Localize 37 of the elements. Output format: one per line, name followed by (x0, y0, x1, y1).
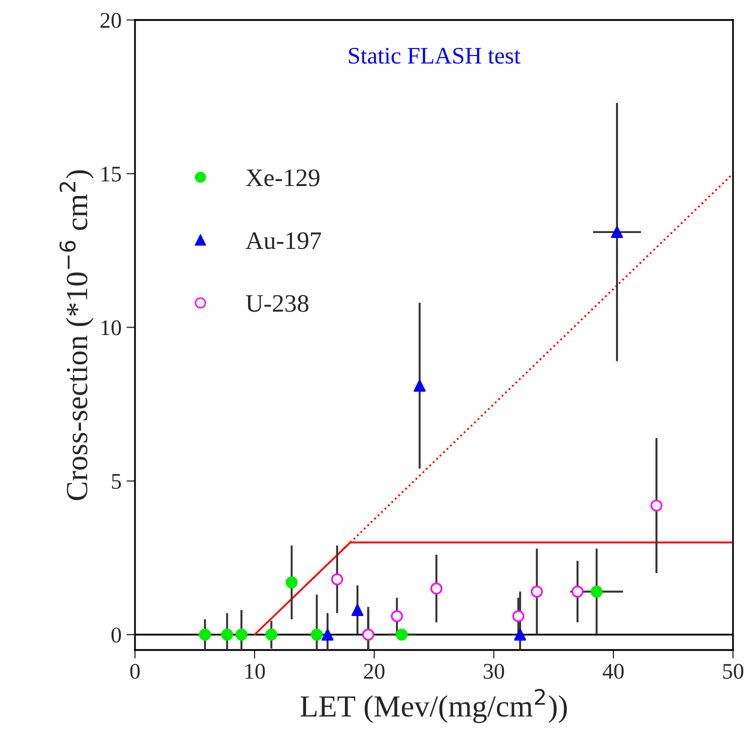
point (286, 576, 298, 588)
point (530, 586, 543, 598)
y-axis-title: Cross-section (*10$^{−6}$ cm$^{2}$) (60, 170, 94, 500)
y-tick-label: 10 (102, 320, 121, 336)
point (396, 628, 408, 641)
y-tick-label: 5 (112, 474, 121, 489)
point (590, 586, 603, 598)
point (572, 586, 584, 598)
point (512, 610, 524, 622)
x-tick-label: 50 (723, 664, 744, 679)
point (650, 500, 662, 512)
x-tick-label: 0 (130, 664, 140, 679)
point (514, 628, 526, 641)
point (310, 628, 323, 641)
x-tick-label: 10 (245, 664, 265, 679)
x-tick-label: 30 (484, 664, 504, 679)
x-axis-title: LET (Mev/(mg/cm$^{2}$)) (300, 688, 567, 724)
point (390, 610, 403, 622)
point (221, 628, 234, 641)
point (331, 573, 344, 586)
point (351, 604, 364, 616)
y-tick-label: 20 (100, 12, 121, 28)
x-tick-label: 40 (602, 664, 624, 679)
legend-label: Au-197 (246, 232, 322, 250)
point (235, 628, 248, 641)
point (322, 628, 334, 641)
y-tick-label: 15 (102, 166, 121, 182)
point (430, 582, 442, 595)
point (611, 226, 623, 238)
legend-label: Xe-129 (246, 169, 320, 186)
point (198, 628, 211, 641)
point (265, 628, 278, 641)
y-tick-label: 0 (112, 628, 121, 643)
point (414, 380, 426, 392)
legend-label: U-238 (246, 295, 308, 312)
x-tick-label: 20 (364, 664, 384, 679)
annotation: Static FLASH test (349, 48, 520, 64)
